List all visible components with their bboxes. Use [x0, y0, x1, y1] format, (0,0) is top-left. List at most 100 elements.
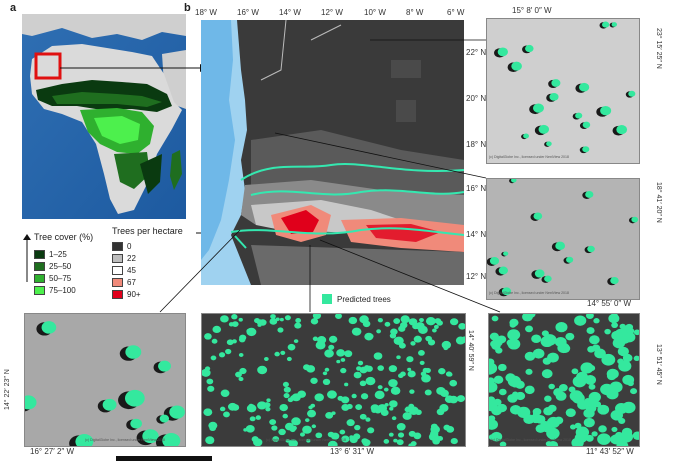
- tree-crown: [572, 375, 587, 388]
- tree-crown: [389, 400, 398, 408]
- tree-crown: [597, 433, 611, 445]
- tree-crown: [498, 363, 507, 372]
- tree-crown: [376, 329, 382, 334]
- tree-crown: [409, 389, 415, 394]
- tree-crown: [498, 266, 509, 275]
- tree-crown: [449, 318, 459, 326]
- tree-crown: [588, 383, 596, 390]
- tree-crown: [245, 425, 255, 433]
- tree-crown: [543, 407, 554, 416]
- tree-crown: [283, 393, 290, 399]
- tree-crown: [297, 390, 306, 398]
- tree-crown: [604, 328, 611, 335]
- tree-crown: [419, 317, 424, 323]
- tree-crown: [532, 407, 542, 416]
- tree-crown: [328, 344, 335, 350]
- tree-crown: [587, 346, 595, 353]
- tree-crown: [507, 331, 516, 340]
- tree-crown: [511, 179, 517, 183]
- tree-crown: [418, 349, 425, 356]
- tree-crown: [575, 112, 583, 119]
- inset-tr-trees: [494, 21, 636, 154]
- tree-crown: [353, 371, 362, 379]
- tree-crown: [585, 314, 594, 319]
- tree-crown: [340, 357, 346, 362]
- tree-crown: [430, 423, 438, 430]
- inset-br-lon: 11° 43′ 52″ W: [586, 447, 634, 456]
- tree-crown: [608, 314, 620, 324]
- tree-crown: [571, 368, 579, 375]
- tree-crown: [142, 429, 159, 444]
- tree-crown: [291, 425, 297, 431]
- tree-crown: [632, 431, 639, 440]
- swatch: [112, 289, 123, 299]
- tree-crown: [284, 315, 291, 321]
- tree-crown: [354, 424, 361, 431]
- tree-crown: [75, 434, 94, 446]
- lat-tick: 12° N: [466, 272, 487, 281]
- tree-crown: [574, 422, 582, 429]
- swatch: [112, 265, 123, 275]
- inset-credit: (c) DigitalGlobe Inc., licensed under Ne…: [85, 438, 165, 442]
- tree-crown: [295, 318, 302, 323]
- inset-bottom-right: (c) DigitalGlobe Inc., licensed under Ne…: [488, 313, 640, 447]
- tree-crown: [130, 418, 142, 429]
- tree-crown: [351, 393, 357, 399]
- tree-crown: [377, 404, 388, 413]
- tree-crown: [533, 212, 543, 220]
- tree-crown: [493, 375, 504, 384]
- tree-crown: [389, 333, 397, 339]
- tree-crown: [580, 362, 594, 374]
- main-density-map: [201, 20, 464, 285]
- tree-crown: [279, 403, 288, 412]
- tree-crown: [238, 353, 244, 357]
- tree-crown: [314, 393, 324, 402]
- tree-crown: [322, 378, 331, 385]
- tree-crown: [302, 425, 312, 434]
- inset-mid-right: (c) DigitalGlobe Inc., licensed under Ne…: [486, 178, 640, 300]
- tree-crown: [254, 318, 261, 324]
- tree-crown: [633, 355, 639, 361]
- legend-item: 25–50: [34, 260, 76, 272]
- tree-crown: [324, 349, 334, 358]
- tree-crown: [209, 425, 217, 432]
- tree-crown: [547, 352, 559, 363]
- tree-crown: [503, 251, 509, 256]
- tree-crown: [377, 385, 383, 390]
- tree-cover-legend-title: Tree cover (%): [34, 232, 94, 242]
- inset-mr-lon: 14° 55′ 0″ W: [587, 299, 631, 308]
- tree-crown: [579, 82, 590, 92]
- tree-crown: [303, 364, 311, 371]
- tree-crown: [408, 318, 418, 326]
- tree-crown: [365, 376, 376, 386]
- tree-crown: [370, 404, 380, 412]
- tree-crown: [610, 434, 623, 445]
- tree-crown: [124, 389, 145, 407]
- inset-credit: (c) DigitalGlobe Inc., licensed under Ne…: [491, 438, 571, 442]
- tree-crown: [225, 348, 232, 355]
- tree-crown: [290, 395, 297, 401]
- tree-crown: [549, 93, 559, 101]
- inset-mr-lat: 18° 41′ 20″ N: [655, 182, 662, 223]
- tree-crown: [509, 318, 519, 327]
- tree-crown: [489, 257, 500, 265]
- tree-crown: [325, 411, 334, 419]
- tree-crown: [311, 424, 317, 429]
- tree-crown: [617, 346, 629, 357]
- tree-crown: [582, 146, 590, 153]
- panel-letter-b: b: [184, 2, 191, 14]
- tree-crown: [455, 336, 465, 345]
- tree-crown: [374, 390, 385, 400]
- tree-crown: [238, 336, 246, 343]
- tree-crown: [257, 401, 267, 410]
- tree-crown: [610, 409, 623, 421]
- legend-item: 90+: [112, 288, 141, 300]
- tree-crown: [611, 322, 619, 329]
- tree-crown: [272, 436, 280, 442]
- tree-crown: [315, 432, 323, 439]
- tree-crown: [523, 414, 535, 425]
- tree-crown: [388, 432, 394, 437]
- tree-crown: [346, 419, 355, 427]
- inset-bl-lat: 14° 22′ 23″ N: [4, 369, 11, 410]
